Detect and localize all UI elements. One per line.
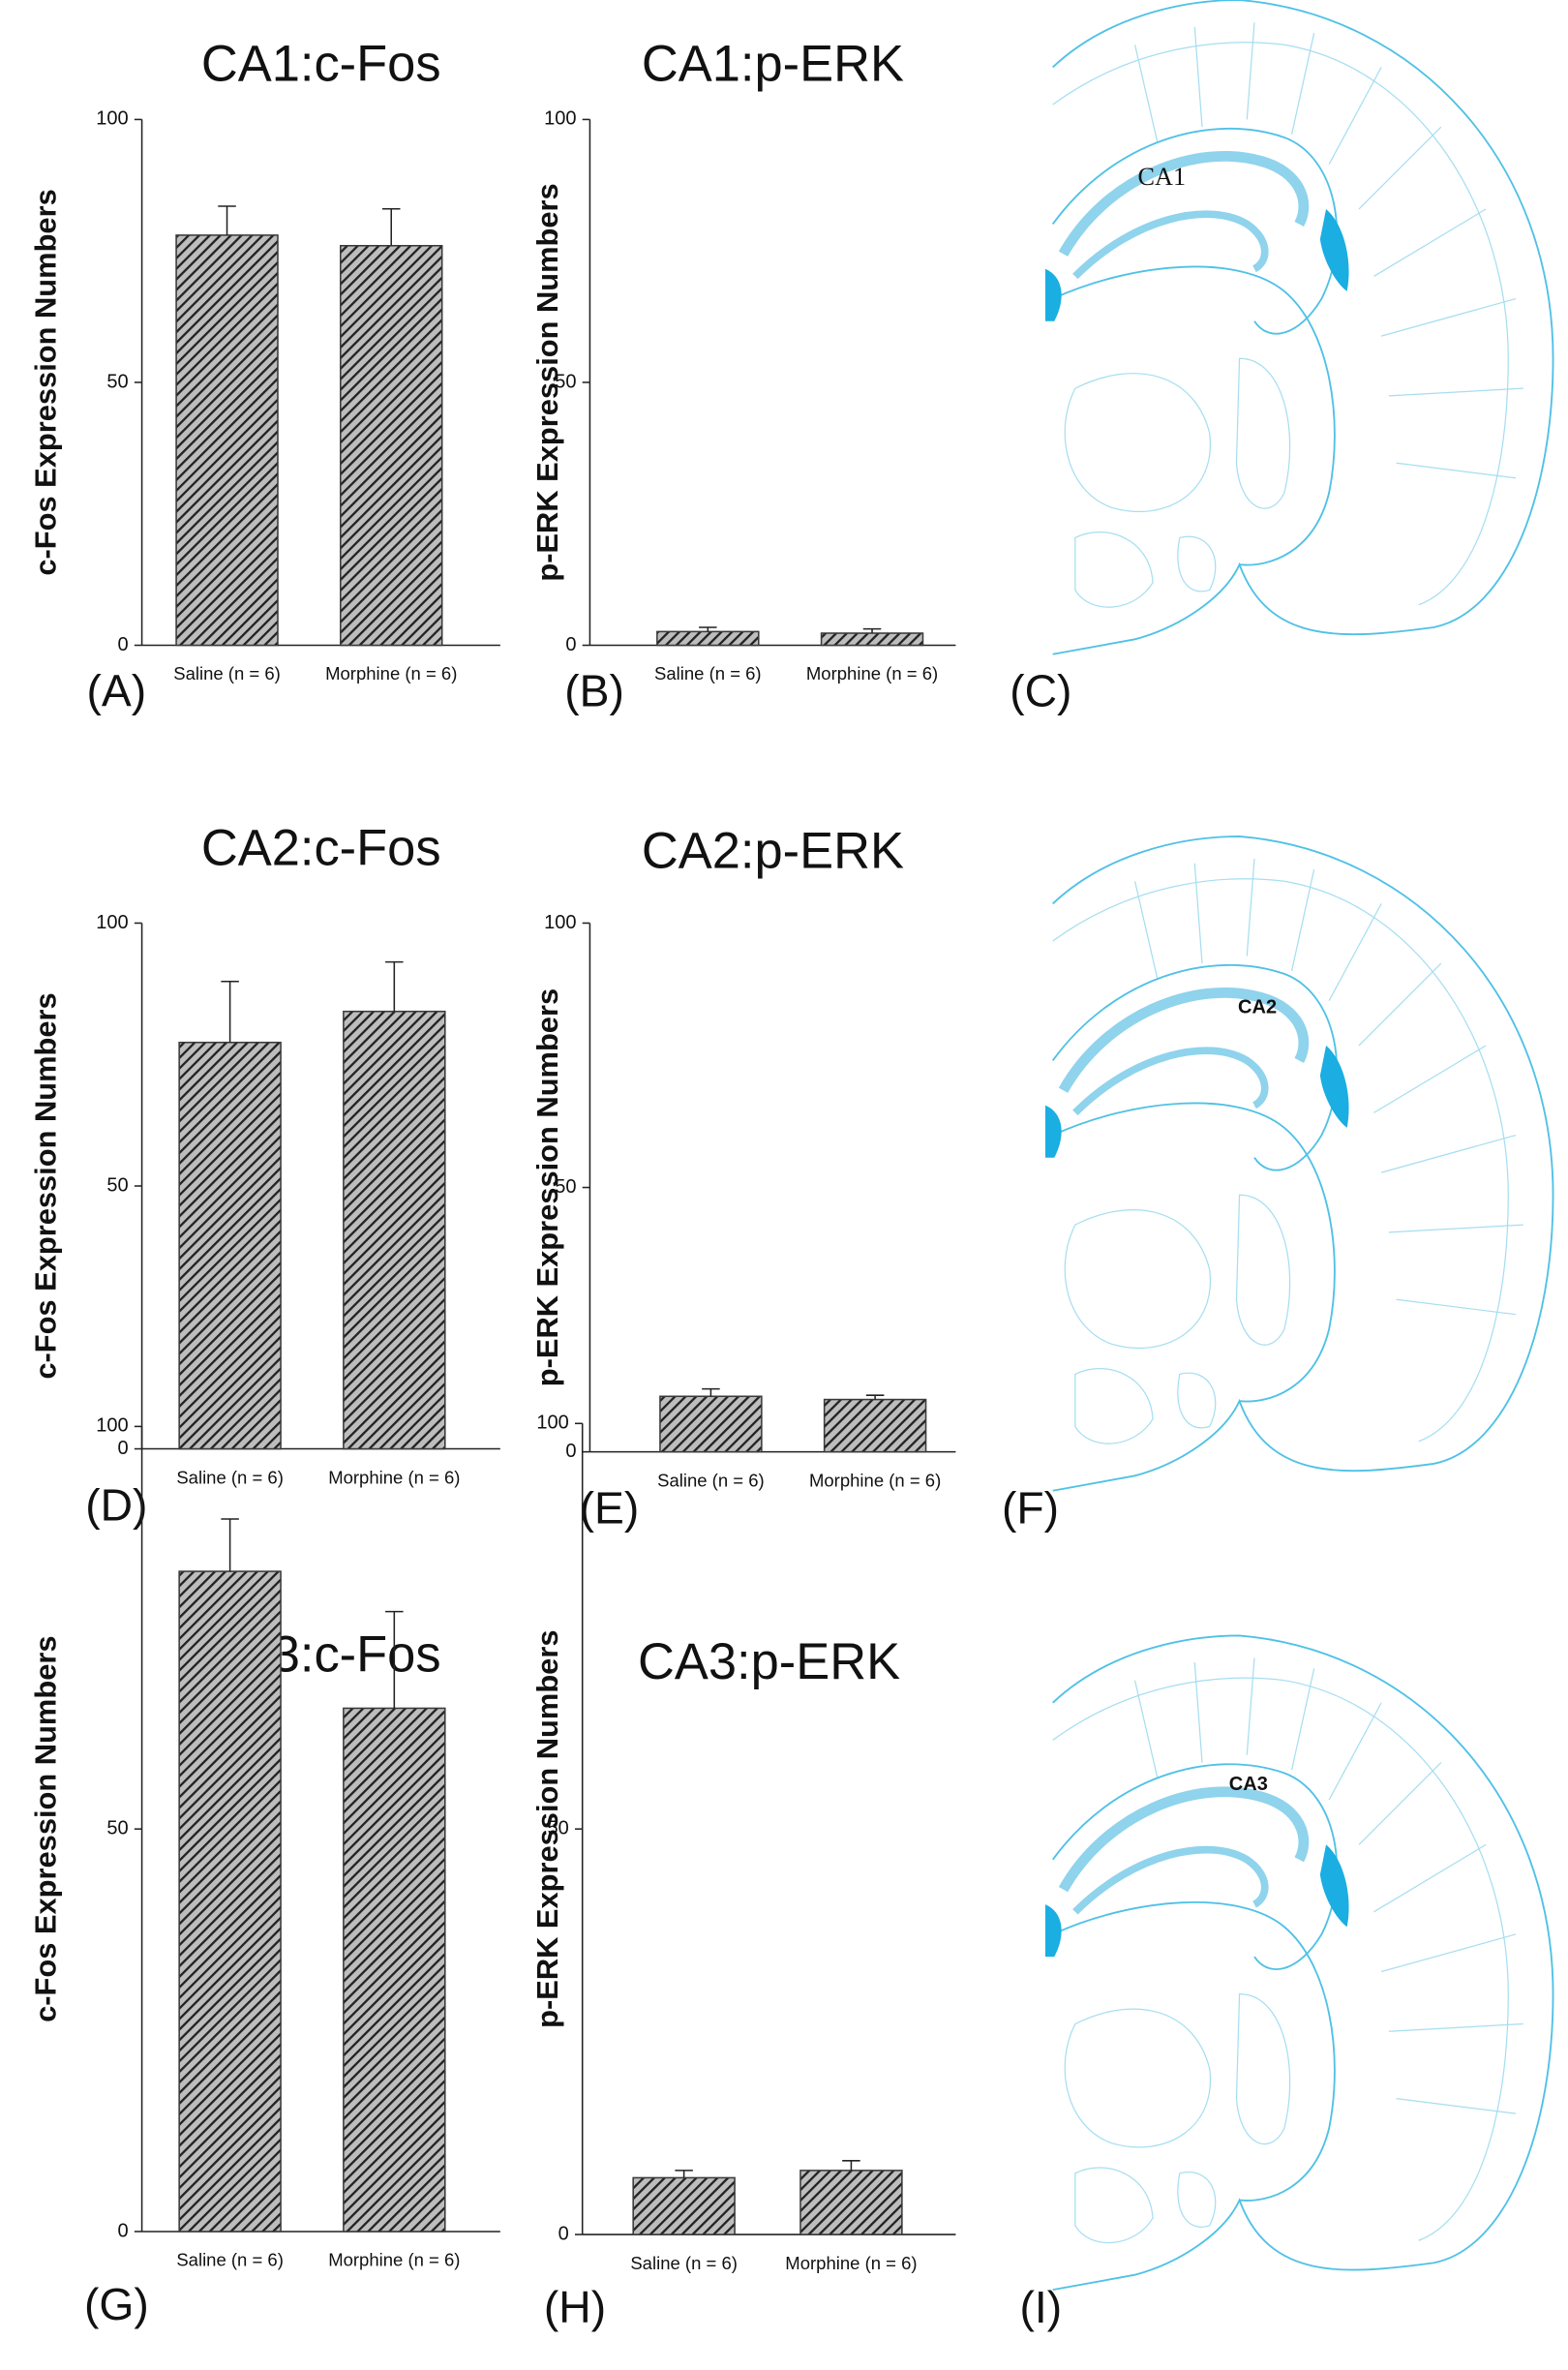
- bar: [820, 632, 924, 647]
- y-tick-label: 0: [118, 2220, 129, 2241]
- panel-label: (B): [564, 666, 624, 716]
- chart-title: CA3:p-ERK: [638, 1634, 900, 1690]
- chart-title: CA2:c-Fos: [201, 820, 441, 876]
- y-tick-label: 50: [106, 1174, 128, 1196]
- x-tick-label: Saline (n = 6): [654, 663, 762, 684]
- y-tick-label: 0: [118, 1438, 129, 1459]
- x-tick-label: Saline (n = 6): [176, 1467, 284, 1487]
- chart-title: CA1:p-ERK: [642, 36, 904, 92]
- y-axis-label: p-ERK Expression Numbers: [530, 1630, 564, 2028]
- brain-outline: [1045, 0, 1553, 654]
- y-tick-label: 50: [548, 1817, 569, 1838]
- bar: [178, 1041, 282, 1450]
- brain-outline: [1045, 1635, 1553, 2290]
- y-tick-label: 50: [555, 371, 576, 392]
- y-tick-label: 50: [106, 371, 128, 392]
- panel-label: (G): [84, 2279, 149, 2329]
- bar: [175, 234, 279, 647]
- brain-diagram: CA3 (I): [1020, 1635, 1553, 2332]
- y-tick-label: 0: [565, 1441, 576, 1462]
- x-tick-label: Saline (n = 6): [176, 2250, 284, 2270]
- x-tick-label: Saline (n = 6): [173, 663, 281, 684]
- y-tick-label: 50: [555, 1176, 576, 1198]
- region-label: CA3: [1229, 1774, 1268, 1795]
- brain-diagram: CA1 (C): [1010, 0, 1553, 716]
- y-axis-label: c-Fos Expression Numbers: [29, 1636, 63, 2022]
- panel-label: (D): [85, 1479, 147, 1530]
- x-tick-label: Morphine (n = 6): [806, 663, 938, 684]
- bar: [343, 1010, 446, 1450]
- panel-label: (F): [1002, 1483, 1059, 1534]
- bar: [178, 1570, 282, 2233]
- brain-outline: [1045, 836, 1553, 1491]
- brain-diagram: CA2 (F): [1002, 836, 1553, 1534]
- x-tick-label: Morphine (n = 6): [328, 2250, 460, 2270]
- bar: [799, 2170, 903, 2235]
- y-tick-label: 100: [96, 912, 128, 933]
- x-tick-label: Morphine (n = 6): [328, 1467, 460, 1487]
- y-tick-label: 100: [536, 1413, 568, 1434]
- panel-label: (H): [544, 2282, 606, 2332]
- y-axis-label: c-Fos Expression Numbers: [29, 189, 63, 575]
- y-tick-label: 0: [558, 2223, 569, 2244]
- y-tick-label: 100: [96, 108, 128, 130]
- y-tick-label: 100: [544, 912, 576, 933]
- panel-label: (I): [1020, 2282, 1063, 2332]
- x-tick-label: Morphine (n = 6): [785, 2253, 917, 2273]
- chart-title: CA2:p-ERK: [642, 823, 904, 879]
- bar: [659, 1395, 763, 1453]
- region-label: CA2: [1238, 997, 1277, 1018]
- y-axis-label: p-ERK Expression Numbers: [530, 988, 564, 1386]
- y-tick-label: 100: [96, 1415, 128, 1437]
- y-tick-label: 50: [106, 1817, 128, 1838]
- panel-label: (A): [87, 666, 147, 716]
- x-tick-label: Saline (n = 6): [630, 2253, 738, 2273]
- x-tick-label: Saline (n = 6): [657, 1470, 765, 1490]
- region-label: CA1: [1138, 163, 1187, 191]
- bar: [340, 244, 443, 647]
- x-tick-label: Morphine (n = 6): [809, 1470, 941, 1490]
- panel-label: (E): [580, 1483, 640, 1534]
- panel-label: (C): [1010, 666, 1071, 716]
- bar: [823, 1398, 927, 1453]
- y-tick-label: 0: [118, 634, 129, 655]
- y-axis-label: c-Fos Expression Numbers: [29, 992, 63, 1379]
- y-tick-label: 100: [544, 108, 576, 130]
- y-axis-label: p-ERK Expression Numbers: [530, 183, 564, 581]
- x-tick-label: Morphine (n = 6): [325, 663, 457, 684]
- bar: [656, 630, 760, 647]
- chart-title: CA1:c-Fos: [201, 36, 441, 92]
- bar: [343, 1707, 446, 2233]
- y-tick-label: 0: [565, 634, 576, 655]
- bar: [632, 2176, 736, 2235]
